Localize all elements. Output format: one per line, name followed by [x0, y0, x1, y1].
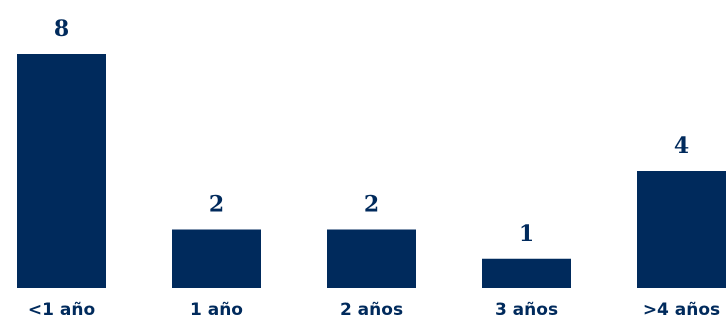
- bar-0: [17, 54, 106, 288]
- value-label-0: 8: [54, 16, 69, 42]
- value-labels-group: 8 2 2 1 4: [54, 16, 689, 247]
- bar-2: [327, 229, 416, 288]
- value-label-2: 2: [364, 192, 379, 218]
- bars-group: [17, 54, 726, 288]
- bar-4: [637, 171, 726, 288]
- bar-1: [172, 229, 261, 288]
- value-label-3: 1: [519, 221, 534, 247]
- category-labels-group: <1 año 1 año 2 años 3 años >4 años: [28, 300, 720, 320]
- category-label-0: <1 año: [28, 300, 95, 320]
- category-label-4: >4 años: [643, 300, 720, 320]
- bar-3: [482, 258, 571, 288]
- category-label-1: 1 año: [190, 300, 243, 320]
- category-label-2: 2 años: [340, 300, 403, 320]
- value-label-1: 2: [209, 192, 224, 218]
- value-label-4: 4: [674, 133, 689, 159]
- category-label-3: 3 años: [495, 300, 558, 320]
